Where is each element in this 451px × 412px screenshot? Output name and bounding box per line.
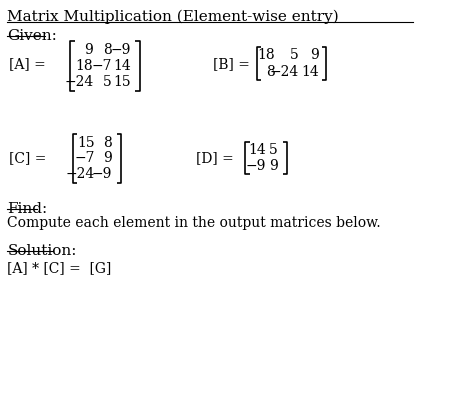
Text: −9: −9: [245, 159, 266, 173]
Text: Compute each element in the output matrices below.: Compute each element in the output matri…: [8, 216, 381, 230]
Text: 9: 9: [103, 151, 112, 165]
Text: 14: 14: [113, 59, 131, 73]
Text: 9: 9: [84, 43, 93, 57]
Text: [A] =: [A] =: [9, 57, 46, 71]
Text: −9: −9: [110, 43, 131, 57]
Text: 5: 5: [103, 75, 112, 89]
Text: −24: −24: [64, 75, 93, 89]
Text: [A] * [C] =  [G]: [A] * [C] = [G]: [8, 261, 112, 275]
Text: −24: −24: [66, 167, 95, 181]
Text: Given:: Given:: [8, 29, 57, 43]
Text: Solution:: Solution:: [8, 244, 77, 258]
Text: [C] =: [C] =: [9, 151, 47, 165]
Text: 14: 14: [248, 143, 266, 157]
Text: 8: 8: [103, 43, 112, 57]
Text: −24: −24: [269, 65, 299, 79]
Text: Find:: Find:: [8, 202, 48, 216]
Text: 14: 14: [301, 65, 319, 79]
Text: 9: 9: [269, 159, 278, 173]
Text: 15: 15: [78, 136, 95, 150]
Text: −7: −7: [75, 151, 95, 165]
Text: 18: 18: [76, 59, 93, 73]
Text: 8: 8: [267, 65, 275, 79]
Text: −7: −7: [92, 59, 112, 73]
Text: Matrix Multiplication (Element-wise entry): Matrix Multiplication (Element-wise entr…: [8, 10, 339, 24]
Text: −9: −9: [92, 167, 112, 181]
Text: 15: 15: [113, 75, 131, 89]
Text: 5: 5: [269, 143, 278, 157]
Text: [D] =: [D] =: [196, 151, 234, 165]
Text: 18: 18: [258, 48, 275, 62]
Text: 5: 5: [290, 48, 299, 62]
Text: [B] =: [B] =: [213, 57, 249, 71]
Text: 9: 9: [310, 48, 319, 62]
Text: 8: 8: [103, 136, 112, 150]
